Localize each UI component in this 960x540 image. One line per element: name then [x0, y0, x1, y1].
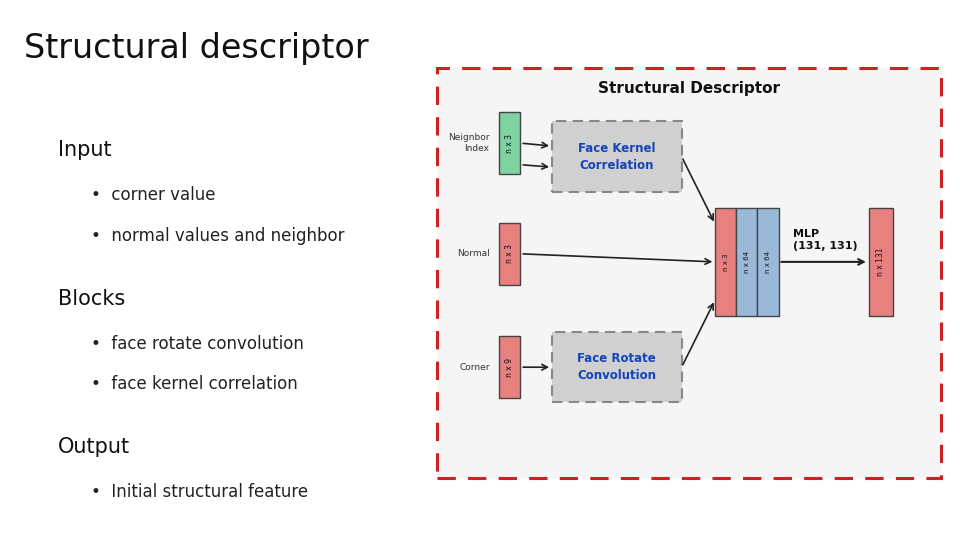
Bar [552, 122, 682, 192]
Text: •  corner value: • corner value [91, 186, 216, 204]
Text: •  face rotate convolution: • face rotate convolution [91, 335, 304, 353]
Text: Structural Descriptor: Structural Descriptor [598, 81, 780, 96]
Text: Face Rotate
Convolution: Face Rotate Convolution [577, 352, 657, 382]
Text: n x 9: n x 9 [505, 357, 515, 377]
Bar [499, 222, 520, 285]
Bar [437, 68, 941, 478]
Text: n x 3: n x 3 [505, 244, 515, 264]
Text: Face Kernel
Correlation: Face Kernel Correlation [578, 141, 656, 172]
Text: Blocks: Blocks [58, 289, 125, 309]
Text: n x 3: n x 3 [723, 253, 729, 271]
Text: •  Initial structural feature: • Initial structural feature [91, 483, 308, 501]
Text: Corner: Corner [459, 363, 490, 372]
Text: Normal: Normal [457, 249, 490, 258]
Bar [736, 208, 757, 316]
Text: Input: Input [58, 140, 111, 160]
Bar [552, 332, 682, 402]
Text: n x 64: n x 64 [744, 251, 750, 273]
Bar [715, 208, 736, 316]
Text: •  face kernel correlation: • face kernel correlation [91, 375, 298, 393]
Text: •  normal values and neighbor: • normal values and neighbor [91, 227, 345, 245]
Text: MLP
(131, 131): MLP (131, 131) [793, 230, 857, 251]
Bar [757, 208, 779, 316]
Bar [499, 336, 520, 399]
Text: n x 3: n x 3 [505, 133, 515, 153]
Text: Output: Output [58, 437, 130, 457]
Text: Neignbor
Index: Neignbor Index [448, 133, 490, 153]
Bar [499, 112, 520, 174]
Text: Structural descriptor: Structural descriptor [24, 32, 369, 65]
Bar [869, 208, 893, 316]
Text: n x 64: n x 64 [765, 251, 771, 273]
Text: n x 131: n x 131 [876, 248, 885, 276]
